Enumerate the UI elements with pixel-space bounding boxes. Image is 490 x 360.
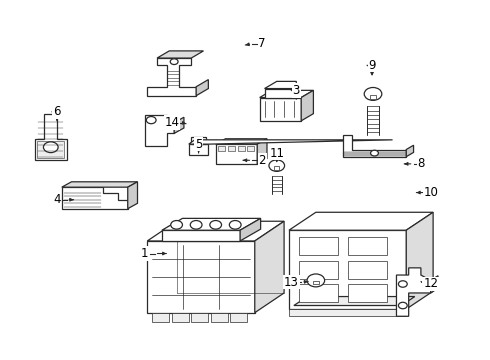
- Polygon shape: [240, 219, 261, 241]
- Text: 5: 5: [195, 138, 202, 150]
- Polygon shape: [147, 58, 196, 96]
- Circle shape: [364, 87, 382, 100]
- Polygon shape: [289, 309, 406, 316]
- Polygon shape: [172, 313, 189, 321]
- Circle shape: [398, 281, 407, 287]
- Polygon shape: [301, 90, 314, 121]
- Bar: [347, 261, 387, 279]
- Text: 7: 7: [258, 37, 266, 50]
- Polygon shape: [431, 276, 438, 293]
- Polygon shape: [196, 80, 208, 96]
- Text: 1: 1: [141, 247, 148, 260]
- Bar: [37, 141, 64, 158]
- Text: 9: 9: [368, 59, 376, 72]
- Text: 3: 3: [293, 84, 300, 97]
- Polygon shape: [343, 135, 406, 157]
- Bar: [274, 166, 279, 170]
- Polygon shape: [294, 297, 415, 306]
- Circle shape: [398, 302, 407, 309]
- Text: 11: 11: [270, 147, 284, 159]
- Bar: [238, 146, 245, 151]
- Bar: [347, 237, 387, 255]
- Polygon shape: [406, 145, 414, 157]
- Bar: [228, 146, 235, 151]
- Polygon shape: [260, 90, 314, 98]
- Text: 13: 13: [284, 276, 299, 289]
- Text: 10: 10: [423, 186, 438, 199]
- Polygon shape: [396, 268, 431, 316]
- Bar: [347, 284, 387, 302]
- Polygon shape: [260, 98, 301, 121]
- Circle shape: [44, 142, 58, 153]
- Polygon shape: [174, 117, 184, 134]
- Circle shape: [307, 274, 325, 287]
- Bar: [191, 137, 206, 144]
- Bar: [299, 237, 338, 255]
- Text: 4: 4: [53, 193, 61, 206]
- Text: 6: 6: [53, 105, 61, 118]
- Circle shape: [190, 221, 202, 229]
- Polygon shape: [128, 182, 138, 209]
- Bar: [313, 281, 319, 284]
- Circle shape: [171, 221, 182, 229]
- Circle shape: [147, 117, 156, 124]
- Circle shape: [269, 160, 285, 171]
- Polygon shape: [162, 219, 261, 230]
- Text: 8: 8: [417, 157, 425, 170]
- Circle shape: [370, 150, 378, 156]
- Polygon shape: [189, 140, 392, 144]
- Bar: [299, 261, 338, 279]
- Circle shape: [229, 221, 241, 229]
- Polygon shape: [62, 187, 128, 209]
- Text: 14: 14: [164, 116, 179, 129]
- Circle shape: [210, 221, 221, 229]
- Polygon shape: [216, 139, 267, 144]
- Text: 2: 2: [258, 154, 266, 167]
- Text: 12: 12: [423, 278, 438, 291]
- Polygon shape: [147, 241, 255, 313]
- Polygon shape: [191, 313, 208, 321]
- Polygon shape: [255, 221, 284, 313]
- Polygon shape: [211, 313, 228, 321]
- Polygon shape: [406, 212, 433, 309]
- Bar: [370, 95, 376, 99]
- Bar: [299, 284, 338, 302]
- Polygon shape: [157, 51, 203, 58]
- Bar: [247, 146, 254, 151]
- Polygon shape: [162, 230, 240, 241]
- Polygon shape: [147, 221, 284, 241]
- Polygon shape: [230, 313, 247, 321]
- Polygon shape: [152, 313, 169, 321]
- Polygon shape: [145, 116, 174, 146]
- Bar: [189, 144, 208, 155]
- Polygon shape: [216, 144, 257, 164]
- Polygon shape: [289, 230, 406, 309]
- Polygon shape: [62, 182, 138, 187]
- Bar: [218, 146, 225, 151]
- Polygon shape: [289, 212, 433, 230]
- Circle shape: [170, 59, 178, 64]
- Polygon shape: [265, 81, 296, 89]
- Polygon shape: [35, 114, 67, 160]
- Polygon shape: [257, 139, 267, 164]
- Bar: [265, 89, 296, 98]
